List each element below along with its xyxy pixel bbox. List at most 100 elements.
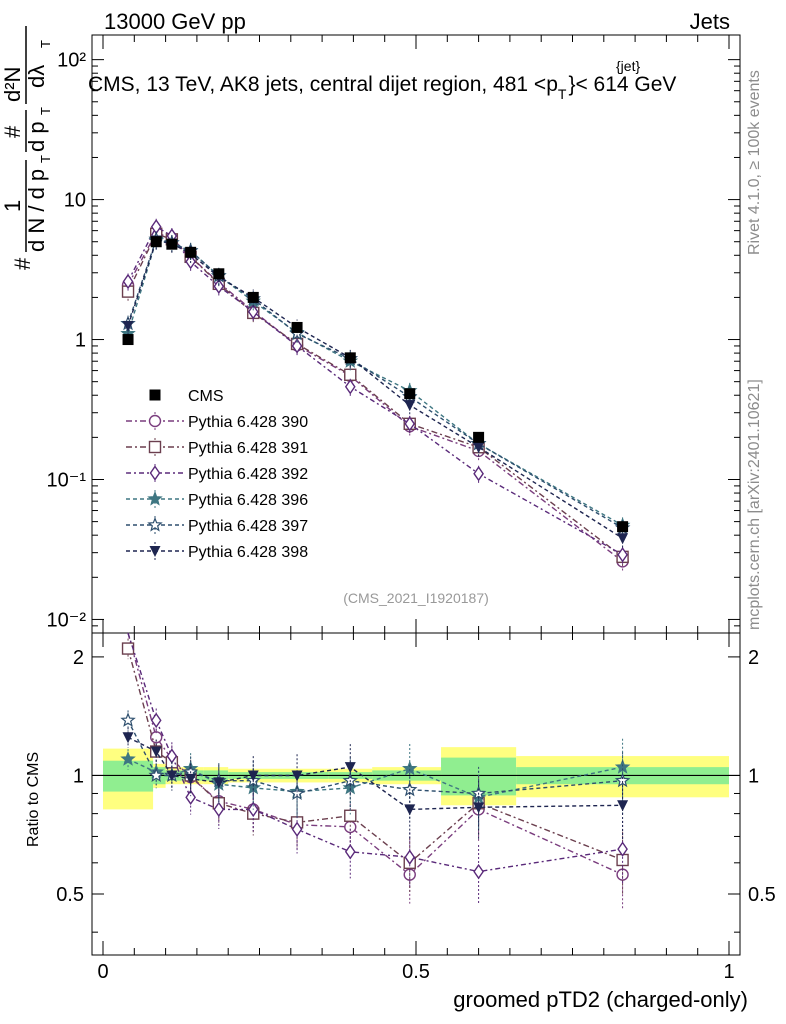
x-tick-label: 0.5	[402, 961, 430, 983]
legend-label: Pythia 6.428 392	[188, 466, 308, 483]
series-marker	[247, 304, 259, 320]
legend-label: Pythia 6.428 397	[188, 518, 308, 535]
analysis-id: (CMS_2021_I1920187)	[343, 590, 489, 606]
ratio-marker	[120, 751, 136, 766]
data-marker	[213, 268, 225, 280]
y-tick-label: 10	[64, 190, 86, 212]
ratio-marker	[402, 760, 418, 776]
legend-marker	[147, 516, 163, 532]
ratio-y-tick-label-right: 2	[748, 647, 759, 669]
legend-label: Pythia 6.428 390	[188, 414, 308, 431]
ratio-series-line	[127, 632, 623, 876]
ylabel-sub1: T	[38, 40, 53, 48]
x-axis-label: groomed pTD2 (charged-only)	[453, 987, 748, 1012]
data-marker	[404, 388, 416, 400]
energy-label: 13000 GeV pp	[104, 9, 246, 34]
ratio-series	[120, 632, 631, 909]
ratio-marker	[166, 770, 178, 782]
ratio-marker	[344, 809, 357, 822]
legend-marker	[148, 414, 162, 428]
ratio-marker	[120, 712, 136, 727]
ratio-marker	[473, 863, 484, 880]
ratio-marker	[344, 844, 356, 860]
ylabel-denom: dλ	[24, 65, 49, 88]
y-tick-label: 1	[75, 330, 86, 352]
data-marker	[150, 236, 162, 248]
series-marker	[404, 400, 416, 412]
ratio-series-line	[127, 648, 623, 864]
ratio-marker	[121, 642, 135, 655]
ratio-marker	[344, 820, 357, 834]
y-tick-label: 10⁻²	[47, 609, 87, 631]
ylabel-hash-left: #	[10, 257, 35, 270]
ratio-marker	[617, 800, 629, 812]
legend-label: Pythia 6.428 396	[188, 492, 308, 509]
ratio-series-line	[127, 720, 623, 795]
legend-label: Pythia 6.428 398	[188, 544, 308, 561]
ratio-marker	[473, 802, 485, 814]
series-marker	[617, 546, 628, 563]
series-marker	[344, 368, 357, 381]
series-marker	[617, 533, 629, 545]
data-marker	[617, 521, 629, 533]
ratio-marker	[213, 801, 225, 818]
series-marker	[473, 465, 484, 482]
data-marker	[291, 321, 303, 333]
series-marker	[291, 338, 303, 354]
ratio-marker	[291, 770, 303, 782]
ratio-marker	[404, 849, 416, 865]
ylabel-numer: d²N	[0, 67, 25, 102]
ratio-marker	[344, 762, 356, 774]
series-marker	[473, 442, 485, 454]
data-marker	[185, 246, 197, 258]
category-label: Jets	[690, 9, 730, 34]
legend-marker	[148, 440, 162, 454]
ratio-y-tick-label: 0.5	[56, 884, 84, 906]
x-tick-label: 0	[97, 961, 108, 983]
ylabel-lead-numer: 1	[0, 200, 25, 212]
ylabel-lead-denom: d N / d p	[24, 169, 49, 252]
legend-marker	[147, 490, 163, 506]
rivet-version-label: Rivet 4.1.0, ≥ 100k events	[746, 70, 763, 255]
ratio-y-tick-label-right: 0.5	[748, 884, 776, 906]
ratio-y-tick-label: 1	[73, 765, 84, 787]
main-data-points	[122, 236, 629, 533]
ylabel-sub3: T	[38, 155, 53, 163]
y-tick-label: 10²	[57, 50, 86, 72]
ylabel-frac2-denom: d p	[24, 121, 49, 152]
x-tick-label: 1	[723, 961, 734, 983]
data-marker	[166, 238, 178, 250]
series-line	[127, 238, 623, 529]
ratio-marker	[404, 804, 416, 816]
main-y-axis-label: # 1 d N / d p T # d p T d²N dλ T	[0, 26, 53, 270]
series-marker	[404, 416, 416, 432]
chart-title-sub: T	[558, 86, 567, 102]
legend: CMS Pythia 6.428 390 Pythia 6.428 391 Pythi…	[126, 388, 308, 561]
data-marker	[122, 334, 134, 346]
data-marker	[344, 352, 356, 364]
chart-title-suffix: }< 614 GeV	[568, 73, 676, 96]
chart-title-sup: {jet}	[616, 58, 640, 74]
legend-marker	[149, 389, 161, 401]
ratio-marker	[213, 777, 225, 789]
ratio-y-axis-label: Ratio to CMS	[25, 752, 42, 847]
series-marker	[122, 273, 134, 290]
series-marker	[344, 379, 356, 395]
ylabel-sub2: T	[38, 107, 53, 115]
ratio-y-tick-label: 2	[73, 647, 84, 669]
main-axis-ticks: 10² 10 1 10⁻¹ 10⁻²	[47, 35, 740, 634]
ratio-series-line	[127, 632, 623, 873]
mcplots-label: mcplots.cern.ch [arXiv:2401.10621]	[746, 379, 763, 630]
legend-marker	[149, 546, 161, 557]
ratio-y-tick-label-right: 1	[748, 765, 759, 787]
ratio-marker	[289, 785, 305, 801]
chart-title-prefix: CMS, 13 TeV, AK8 jets, central dijet reg…	[88, 73, 558, 96]
ratio-axis-ticks: 2 2 1 1 0.5 0.5 0 0.5 1	[56, 633, 776, 983]
ratio-marker	[342, 772, 359, 788]
ylabel-frac2-numer: #	[0, 125, 25, 138]
ratio-marker	[122, 732, 134, 744]
ratio-marker	[185, 773, 197, 785]
ratio-marker	[185, 789, 196, 806]
ratio-marker	[617, 841, 628, 857]
